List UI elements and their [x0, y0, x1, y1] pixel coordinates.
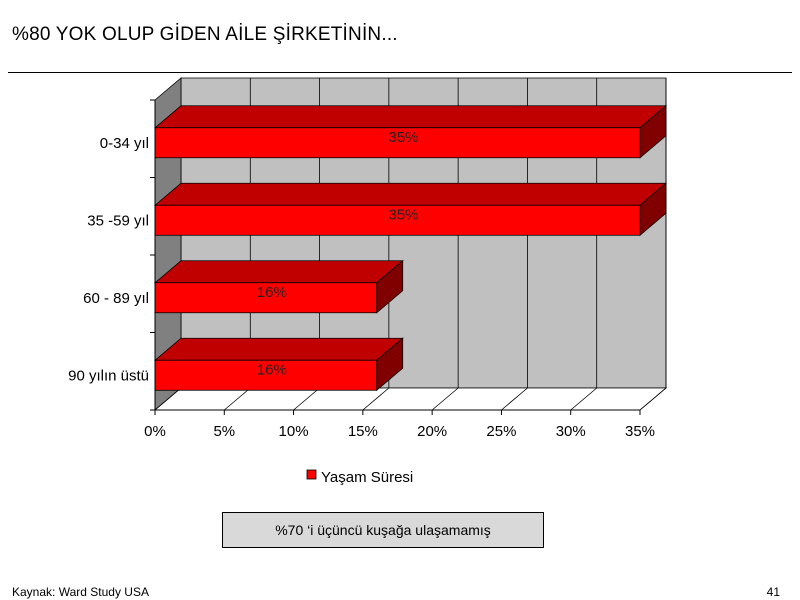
floor-gridline — [293, 387, 320, 411]
bar-top — [153, 182, 668, 206]
floor-gridline — [362, 387, 390, 411]
category-label: 60 - 89 yıl — [83, 290, 149, 307]
bar — [154, 359, 378, 391]
x-tick-label: 5% — [213, 423, 235, 440]
bar-top — [153, 260, 404, 284]
x-tick-label: 20% — [417, 423, 447, 440]
category-label: 90 yılın üstü — [68, 367, 149, 384]
x-tick-label: 0% — [144, 423, 166, 440]
category-label: 0-34 yıl — [100, 135, 149, 152]
bar-top — [153, 337, 404, 361]
data-label: 16% — [257, 284, 287, 301]
floor-gridline — [224, 387, 251, 411]
bar-top — [153, 105, 668, 129]
source-note: Kaynak: Ward Study USA — [12, 585, 149, 599]
floor-gridline — [431, 387, 459, 411]
x-tick-label: 25% — [486, 423, 516, 440]
slide-title: %80 YOK OLUP GİDEN AİLE ŞİRKETİNİN... — [12, 24, 398, 45]
data-label: 35% — [388, 206, 418, 223]
floor-gridline — [154, 387, 182, 411]
x-tick-label: 35% — [625, 423, 655, 440]
x-tick-label: 15% — [348, 423, 378, 440]
page-number: 41 — [766, 585, 780, 599]
floor-gridline — [570, 387, 597, 411]
category-label: 35 -59 yıl — [87, 212, 149, 229]
data-label: 16% — [257, 361, 287, 378]
data-label: 35% — [388, 129, 418, 146]
x-tick-label: 10% — [279, 423, 309, 440]
chart-floor — [153, 387, 668, 411]
title-underline — [8, 72, 792, 73]
bar — [154, 204, 641, 236]
legend-swatch — [306, 469, 317, 480]
bar — [154, 282, 378, 314]
legend-label: Yaşam Süresi — [321, 469, 413, 486]
callout-box: %70 ‘i üçüncü kuşağa ulaşamamış — [222, 512, 544, 548]
bar — [154, 127, 641, 159]
floor-gridline — [501, 387, 528, 411]
x-tick-label: 30% — [556, 423, 586, 440]
floor-gridline — [639, 387, 667, 411]
